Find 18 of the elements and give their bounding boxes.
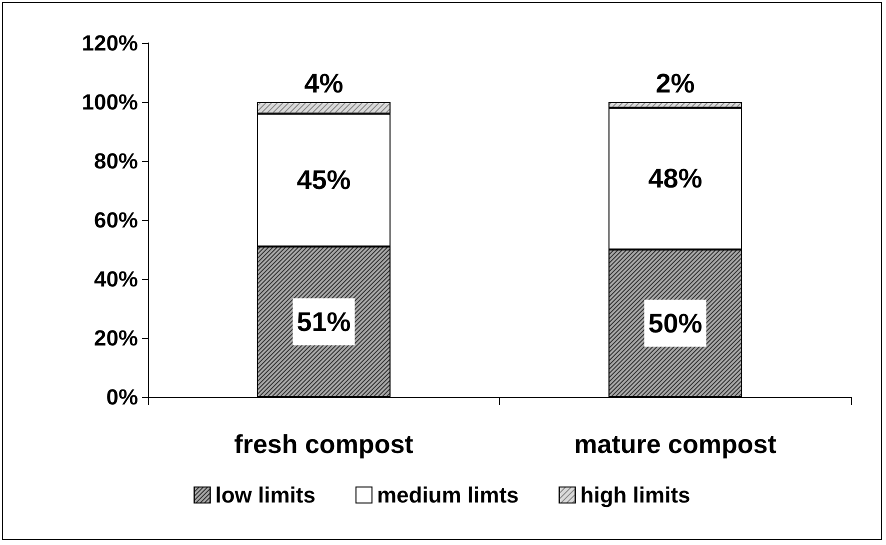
data-label: 51% xyxy=(296,306,351,337)
data-label: 45% xyxy=(296,165,351,196)
y-tick-label: 100% xyxy=(82,90,138,114)
y-tick-label: 80% xyxy=(94,148,138,174)
legend-label: medium limts xyxy=(376,482,519,508)
data-label: 2% xyxy=(656,68,695,98)
x-tick-label: fresh compost xyxy=(234,429,414,459)
y-tick-label: 20% xyxy=(94,326,138,350)
data-label: 48% xyxy=(648,164,702,194)
y-tick-label: 0% xyxy=(106,384,138,410)
legend-label: high limits xyxy=(580,482,690,508)
legend-label: low limits xyxy=(215,482,316,508)
data-label: 4% xyxy=(304,68,344,98)
x-tick-label: mature compost xyxy=(574,429,777,459)
y-tick-label: 120% xyxy=(82,30,138,56)
y-tick-label: 60% xyxy=(94,208,138,232)
data-label: 50% xyxy=(648,308,702,338)
y-tick-label: 40% xyxy=(94,266,138,292)
